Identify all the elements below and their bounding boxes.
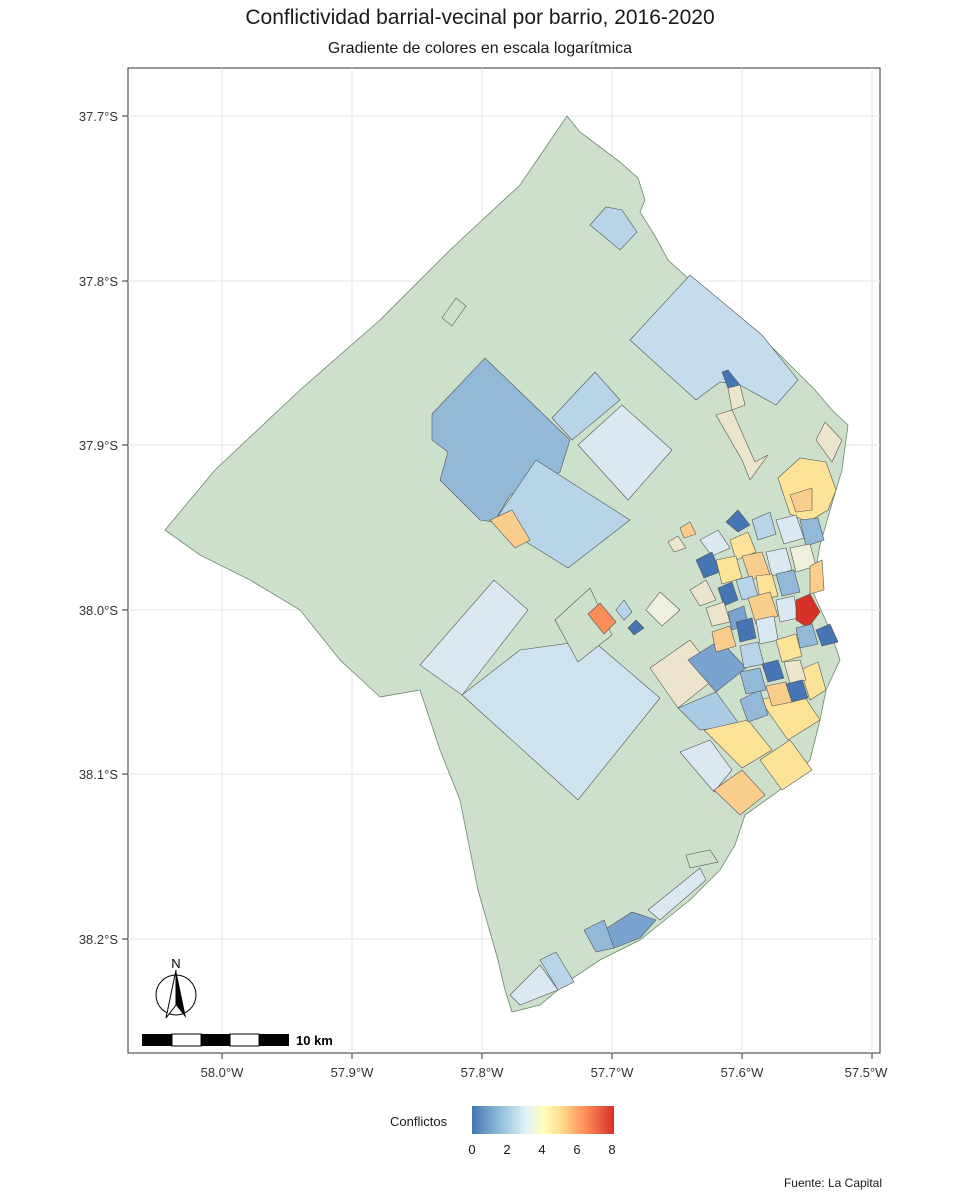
scale-bar: 10 km	[142, 1033, 333, 1048]
north-label: N	[171, 956, 180, 971]
legend-colorbar	[472, 1106, 614, 1134]
barrios	[419, 206, 843, 1006]
barrio-polygon	[735, 617, 757, 643]
barrio-polygon	[713, 769, 766, 816]
legend-tick-label: 0	[468, 1142, 476, 1157]
barrio-polygon	[739, 667, 767, 695]
y-tick-label: 38.2°S	[79, 932, 119, 947]
legend-tick-label: 8	[608, 1142, 616, 1157]
barrio-polygon	[419, 579, 529, 696]
barrio-polygon	[615, 599, 633, 621]
barrio-polygon	[809, 559, 825, 595]
barrio-polygon	[577, 404, 673, 501]
barrio-polygon	[775, 569, 801, 597]
x-tick-label: 58.0°W	[201, 1065, 245, 1080]
barrio-polygon	[627, 619, 645, 636]
x-tick-label: 57.5°W	[845, 1065, 889, 1080]
y-tick-label: 37.7°S	[79, 109, 119, 124]
barrio-polygon	[765, 547, 793, 577]
barrio-polygon	[715, 409, 769, 481]
barrio-polygon	[667, 535, 687, 553]
barrio-polygon	[815, 623, 839, 647]
barrio-polygon	[785, 679, 809, 703]
barrio-polygon	[441, 297, 467, 327]
barrio-polygon	[679, 521, 697, 539]
x-tick-label: 57.6°W	[721, 1065, 765, 1080]
barrio-polygon	[699, 529, 731, 557]
y-tick-label: 37.9°S	[79, 438, 119, 453]
barrio-polygon	[789, 487, 813, 513]
legend-tick-label: 6	[573, 1142, 581, 1157]
x-axis: 58.0°W 57.9°W 57.8°W 57.7°W 57.6°W 57.5°…	[201, 1053, 889, 1080]
barrio-polygon	[589, 206, 638, 251]
barrio-polygon	[509, 964, 559, 1006]
barrio-polygon	[679, 739, 733, 793]
chart-subtitle: Gradiente de colores en escala logarítmi…	[327, 40, 633, 57]
legend-tick-label: 4	[538, 1142, 546, 1157]
chart-title: Conflictividad barrial-vecinal por barri…	[245, 6, 715, 29]
x-tick-label: 57.9°W	[331, 1065, 375, 1080]
y-tick-label: 38.1°S	[79, 767, 119, 782]
barrio-polygon	[645, 591, 681, 627]
barrio-polygon	[755, 615, 779, 645]
barrio-polygon	[747, 591, 779, 625]
barrio-polygon	[795, 623, 819, 649]
barrio-polygon	[783, 659, 807, 685]
scale-bar-label: 10 km	[296, 1033, 333, 1048]
barrio-polygon	[815, 421, 843, 463]
barrio-polygon	[583, 919, 615, 953]
barrio-polygon	[759, 739, 813, 791]
barrio-polygon	[729, 531, 757, 561]
legend-tick-label: 2	[503, 1142, 511, 1157]
barrio-polygon	[799, 661, 827, 701]
y-tick-label: 37.8°S	[79, 274, 119, 289]
barrio-polygon	[551, 371, 621, 441]
source-caption: Fuente: La Capital	[783, 1176, 882, 1190]
barrio-polygon	[711, 625, 737, 653]
barrio-polygon	[727, 384, 746, 411]
barrio-polygon	[799, 517, 825, 547]
y-tick-label: 38.0°S	[79, 603, 119, 618]
barrio-polygon	[725, 509, 751, 533]
barrio-polygon	[739, 689, 769, 723]
barrio-polygon	[687, 639, 747, 693]
barrio-polygon	[489, 509, 531, 549]
barrio-polygon	[539, 951, 575, 991]
barrio-polygon	[717, 581, 739, 607]
x-tick-label: 57.8°W	[461, 1065, 505, 1080]
barrio-polygon	[715, 555, 743, 585]
barrio-polygon	[629, 274, 799, 406]
barrio-polygon	[755, 573, 779, 601]
barrio-polygon	[775, 595, 799, 623]
barrio-polygon	[647, 867, 707, 921]
barrio-polygon	[795, 593, 821, 629]
barrio-polygon	[703, 719, 773, 769]
barrio-polygon	[587, 602, 617, 635]
barrio-polygon	[461, 639, 661, 801]
barrio-polygon	[751, 511, 777, 541]
barrio-polygon	[689, 579, 717, 607]
barrio-polygon	[775, 633, 803, 663]
barrio-polygon	[761, 659, 785, 683]
barrio-polygon	[685, 849, 719, 869]
north-arrow-icon: N	[155, 956, 197, 1019]
legend-title: Conflictos	[390, 1114, 448, 1129]
y-axis: 37.7°S 37.8°S 37.9°S 38.0°S 38.1°S 38.2°…	[79, 109, 128, 947]
x-tick-label: 57.7°W	[591, 1065, 635, 1080]
